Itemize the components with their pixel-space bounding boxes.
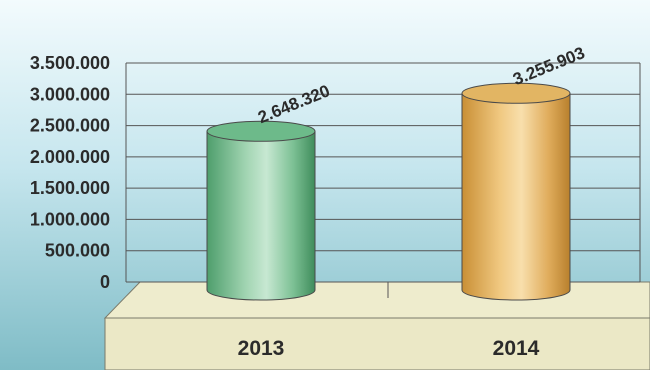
x-category-label: 2013 xyxy=(238,337,285,360)
y-tick-label: 1.000.000 xyxy=(30,209,110,229)
bar-cylinder-top xyxy=(461,82,571,104)
y-tick-label: 3.500.000 xyxy=(30,53,110,73)
y-tick-label: 2.500.000 xyxy=(30,116,110,136)
chart-floor-front xyxy=(104,317,650,370)
bar-2014 xyxy=(461,82,571,301)
x-axis-categories: 2013 2014 xyxy=(238,337,540,360)
y-tick-label: 500.000 xyxy=(45,241,110,261)
y-tick-label: 1.500.000 xyxy=(30,178,110,198)
x-category-label: 2014 xyxy=(493,337,540,360)
y-axis-ticks: 0 500.000 1.000.000 1.500.000 2.000.000 2.500… xyxy=(30,53,110,292)
bar-cylinder-top xyxy=(206,120,316,142)
bar-2013 xyxy=(206,120,316,301)
y-tick-label: 2.000.000 xyxy=(30,147,110,167)
y-tick-label: 3.000.000 xyxy=(30,84,110,104)
bar-cylinder-body xyxy=(206,130,316,301)
bar-cylinder-body xyxy=(461,92,571,301)
y-tick-label: 0 xyxy=(100,272,110,292)
